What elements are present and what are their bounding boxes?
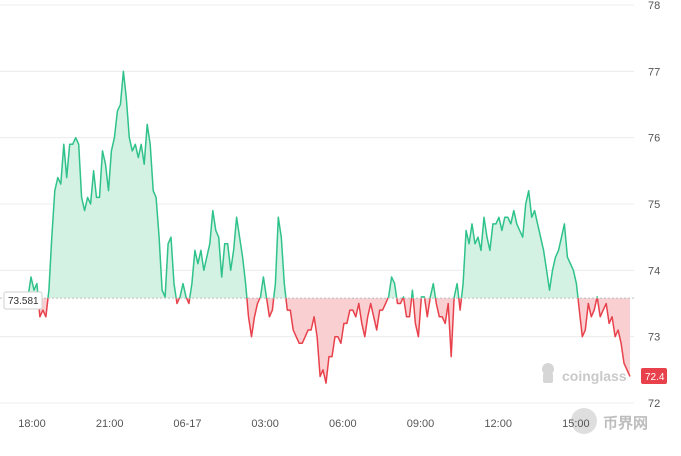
y-tick-label: 78 [648,0,660,12]
price-line-above [410,289,414,299]
price-line-below [434,297,455,358]
area-below-baseline [413,298,422,337]
y-tick-label: 75 [648,199,660,211]
area-below-baseline [396,298,403,304]
price-line-above [420,296,426,299]
x-axis: 18:00 21:00 06-17 03:00 06:00 09:00 12:00 15:00 [18,418,589,430]
area-below-baseline [597,298,630,377]
corner-watermark-text: 币界网 [603,415,648,432]
baseline-badge: 73.581 [3,291,43,310]
area-below-baseline [266,298,274,317]
x-tick-label: 06-17 [173,418,201,430]
watermark-text: coinglass [562,368,627,384]
area-above-baseline [388,277,397,299]
line-layer [27,70,631,384]
y-tick-label: 77 [648,66,660,78]
watermark: coinglass [542,363,627,384]
y-tick-label: 74 [648,265,660,277]
price-line-above [178,282,188,299]
price-line-below [596,297,631,377]
area-below-baseline [578,298,597,337]
x-tick-label: 03:00 [251,418,279,430]
price-line-below [265,297,275,318]
y-tick-label: 72 [648,398,660,410]
last-value-badge-bg [641,368,667,384]
area-above-baseline [189,210,247,299]
price-line-below [246,297,261,338]
price-line-below [185,297,191,305]
baseline-label: 73.581 [8,296,39,307]
x-tick-label: 15:00 [562,418,590,430]
price-line-below [37,298,49,318]
price-line-above [47,70,177,299]
price-line-above [259,276,268,299]
price-line-below [285,297,389,384]
x-tick-label: 12:00 [484,418,512,430]
price-line-above [387,276,398,299]
x-tick-label: 21:00 [96,418,124,430]
price-line-below [402,297,413,318]
price-line-below [577,297,598,338]
area-above-baseline [273,217,286,299]
badges: 73.581 72.4 [3,291,667,384]
baseline-badge-bg [3,291,43,310]
last-value-badge: 72.4 [641,368,667,384]
area-layer [28,71,630,384]
corner-watermark: 币界网 [571,408,648,434]
price-line-below [412,298,423,338]
price-line-below [458,298,463,311]
price-line-above [27,276,39,299]
x-tick-label: 09:00 [407,418,435,430]
price-line-below [175,297,181,305]
price-line-above [453,282,460,299]
corner-logo-icon [571,408,597,434]
price-line-above [402,296,405,299]
price-line-below [423,297,431,318]
price-line-above [429,282,437,299]
y-tick-label: 73 [648,332,660,344]
x-tick-label: 06:00 [329,418,357,430]
y-axis: 78 77 76 75 74 73 72 [648,0,660,410]
last-value-label: 72.4 [645,372,665,383]
x-tick-label: 18:00 [18,418,46,430]
area-above-baseline [48,71,177,299]
area-above-baseline [461,190,578,299]
coinglass-logo-icon [542,363,554,383]
price-line-below [395,297,404,305]
price-line-above [460,189,579,299]
price-line-above [272,216,287,299]
area-below-baseline [285,298,388,384]
y-tick-label: 76 [648,133,660,145]
price-line-above [188,209,248,299]
